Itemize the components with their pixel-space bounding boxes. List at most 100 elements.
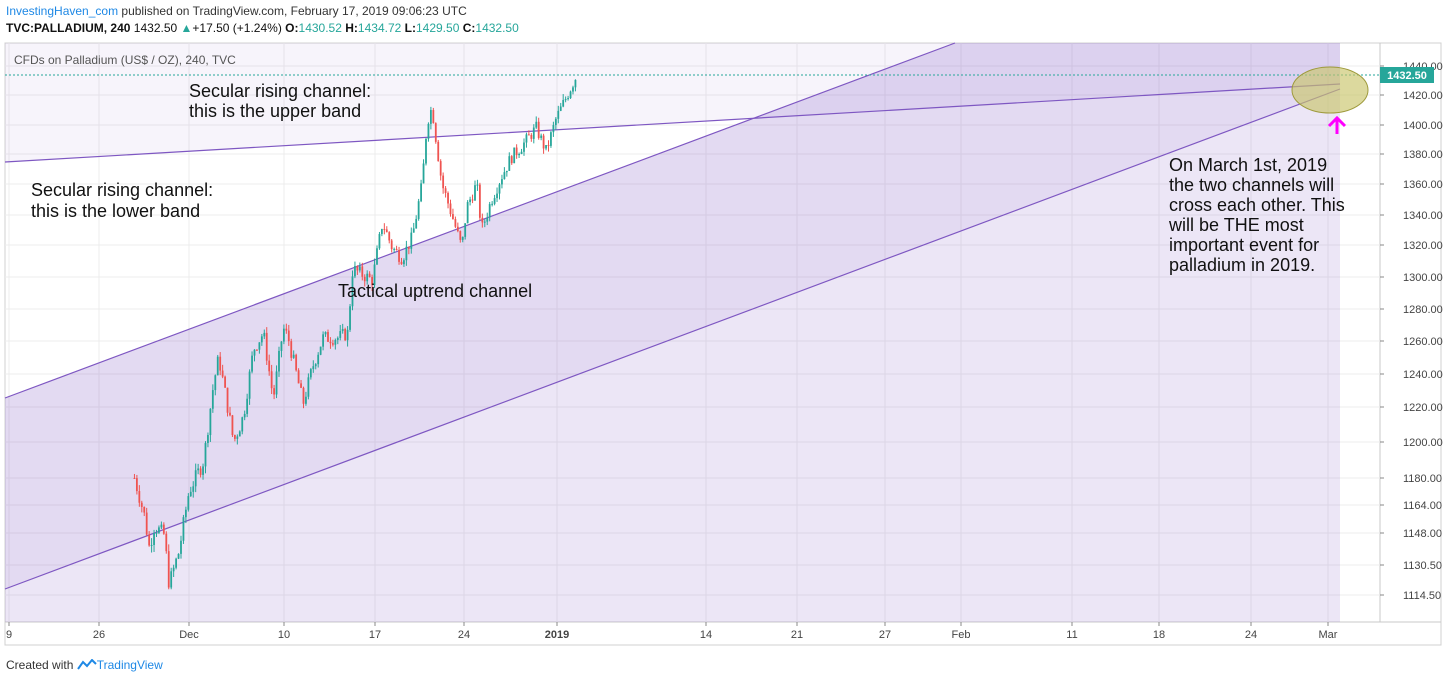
candle-body [508, 156, 511, 171]
candle-body [530, 134, 533, 139]
candle-body [515, 147, 518, 156]
candle-body [481, 217, 484, 223]
y-tick-label: 1164.00 [1403, 500, 1442, 512]
candle-body [510, 156, 513, 164]
candle-body [285, 328, 288, 331]
published-text: published on TradingView.com, February 1… [121, 4, 467, 18]
candle-body [395, 248, 398, 250]
candle-body [336, 337, 339, 341]
candle-body [461, 236, 464, 240]
x-tick-label: 24 [458, 629, 470, 641]
candle-body [569, 91, 572, 99]
candle-body [158, 527, 160, 533]
open-value: 1430.52 [298, 21, 342, 35]
candle-body [432, 110, 435, 124]
candle-body [331, 343, 334, 345]
candle-body [216, 356, 219, 376]
tradingview-brand-link[interactable]: TradingView [96, 658, 163, 672]
candle-body [182, 517, 185, 541]
candle-body [160, 524, 163, 528]
candle-body [155, 532, 158, 534]
tactical-channel-fill [5, 43, 1340, 589]
publisher-link[interactable]: InvestingHaven_com [6, 4, 119, 18]
candle-body [564, 99, 567, 101]
candle-body [322, 334, 324, 347]
candle-body [405, 246, 408, 261]
crossing-annotation-line-2: the two channels will [1169, 175, 1334, 195]
candle-body [324, 332, 327, 335]
candle-body [167, 551, 170, 588]
candle-body [447, 192, 449, 204]
candle-body [270, 371, 273, 389]
candle-body [275, 371, 278, 395]
candle-body [165, 533, 168, 552]
y-tick-label: 1260.00 [1403, 336, 1443, 348]
x-tick-label: 26 [93, 629, 105, 641]
publish-line: InvestingHaven_com published on TradingV… [6, 4, 467, 18]
candle-body [175, 558, 177, 568]
candle-body [314, 364, 317, 367]
x-tick-label: Feb [952, 629, 971, 641]
candle-body [501, 179, 503, 185]
candle-body [329, 341, 332, 344]
candle-body [363, 276, 366, 282]
candle-body [371, 276, 373, 286]
candle-body [231, 415, 234, 436]
candle-body [243, 413, 246, 418]
candle-body [542, 135, 545, 149]
candle-body [562, 99, 565, 107]
candle-body [471, 199, 474, 201]
candle-body [388, 232, 391, 241]
candle-body [184, 509, 187, 518]
candle-body [349, 306, 351, 330]
candle-body [532, 127, 535, 139]
candle-body [177, 553, 180, 559]
candle-body [493, 198, 496, 204]
candle-body [513, 147, 516, 164]
crossing-annotation-line-1: On March 1st, 2019 [1169, 155, 1327, 175]
grid-lines [5, 43, 1380, 622]
high-value: 1434.72 [357, 21, 402, 35]
crossing-annotation-line-5: important event for [1169, 235, 1319, 255]
candle-body [187, 496, 190, 510]
candle-body [410, 232, 413, 249]
candle-body [572, 87, 574, 92]
candle-body [491, 203, 494, 205]
candle-body [429, 110, 432, 124]
time-axis[interactable]: 9 26 Dec 10 17 24 2019 14 21 27 Feb 11 18 24 Mar [6, 622, 1338, 641]
candle-body [449, 203, 452, 215]
price-axis[interactable]: 1440.001420.001400.001380.001360.001340.… [1380, 61, 1443, 602]
chart-frame [4, 42, 1442, 646]
candle-body [567, 98, 569, 100]
candle-body [488, 204, 491, 218]
candle-body [189, 491, 192, 497]
candle-body [253, 349, 256, 356]
candle-body [282, 328, 285, 342]
candle-body [550, 132, 552, 146]
y-tick-label: 1320.00 [1403, 240, 1443, 252]
tactical-channel-annotation: Tactical uptrend channel [338, 281, 532, 301]
candle-body [373, 264, 376, 286]
candle-body [356, 266, 359, 271]
candle-body [366, 273, 369, 282]
candle-body [305, 396, 307, 404]
candle-body [273, 388, 275, 395]
candle-body [378, 234, 381, 249]
candle-body [278, 350, 280, 372]
candle-body [280, 341, 283, 351]
candle-body [263, 332, 266, 337]
candle-body [459, 231, 462, 240]
candle-body [224, 376, 226, 388]
candle-body [380, 229, 383, 235]
x-tick-label: Dec [179, 629, 199, 641]
candle-body [248, 371, 251, 399]
candle-body [241, 417, 244, 432]
candle-body [503, 172, 506, 180]
candle-body [346, 329, 349, 341]
candle-body [505, 170, 508, 173]
candle-body [400, 261, 403, 265]
candle-body [518, 154, 520, 156]
x-tick-label: 9 [6, 629, 12, 641]
candlestick-series [133, 79, 577, 590]
